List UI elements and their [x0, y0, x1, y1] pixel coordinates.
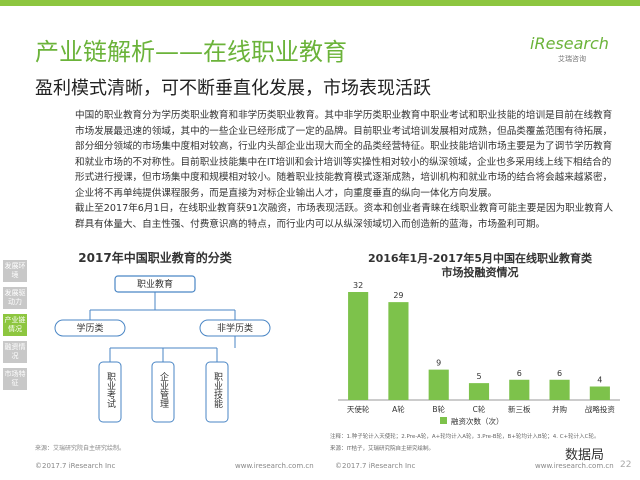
x-tick-label: B轮 — [432, 404, 445, 414]
logo-sub: 艾瑞咨询 — [558, 55, 586, 63]
bar — [589, 386, 610, 400]
chart: 2016年1月-2017年5月中国在线职业教育类 市场投融资情况 注释：1.种子… — [330, 251, 620, 452]
x-tick-label: 并购 — [552, 404, 567, 414]
value-label: 29 — [393, 291, 403, 300]
bar — [509, 379, 530, 400]
node: 非学历类 — [217, 322, 253, 334]
x-tick-label: 天使轮 — [347, 404, 370, 414]
copyright: ©2017.7 iResearch Inc — [335, 462, 416, 470]
value-label: 6 — [517, 369, 522, 378]
bar — [549, 379, 570, 400]
bar — [428, 369, 449, 400]
top-bar — [0, 0, 640, 6]
x-tick-label: C轮 — [473, 404, 486, 414]
value-label: 6 — [557, 369, 562, 378]
side-tab[interactable]: 产业链情况 — [3, 314, 27, 336]
side-tab[interactable]: 发展驱动力 — [3, 287, 27, 309]
node: 职业考试 — [105, 372, 116, 408]
side-tab[interactable]: 市场特征 — [3, 368, 27, 390]
diagram-title: 2017年中国职业教育的分类 — [78, 250, 232, 265]
bar — [348, 292, 369, 400]
copyright: ©2017.7 iResearch Inc — [35, 462, 116, 470]
page-number: 22 — [620, 460, 632, 470]
value-label: 4 — [597, 376, 602, 385]
url: www.iresearch.com.cn — [535, 462, 614, 470]
chart-title: 市场投融资情况 — [442, 265, 519, 279]
node: 职业技能 — [212, 372, 223, 409]
x-tick-label: A轮 — [392, 404, 405, 414]
bar — [388, 302, 409, 400]
paragraph: 截止至2017年6月1日，在线职业教育获91次融资，市场表现活跃。资本和创业者青… — [75, 203, 614, 230]
chart-title: 2016年1月-2017年5月中国在线职业教育类 — [368, 251, 593, 265]
watermark: 数据局 — [565, 448, 605, 463]
node: 学历类 — [76, 322, 103, 334]
note: 注释：1.种子轮计入天使轮；2.Pre-A轮，A+轮均计入A轮，3.Pre-B轮… — [330, 432, 600, 440]
paragraph: 中国的职业教育分为学历类职业教育和非学历类职业教育。其中非学历类职业教育中职业考… — [75, 110, 613, 199]
node: 职业教育 — [137, 278, 173, 290]
body-text: 中国的职业教育分为学历类职业教育和非学历类职业教育。其中非学历类职业教育中职业考… — [75, 108, 615, 232]
source: 来源：IT桔子，艾瑞研究院自主研究绘制。 — [330, 444, 434, 452]
legend-swatch — [440, 417, 447, 424]
source: 来源：艾瑞研究院自主研究绘制。 — [35, 444, 125, 452]
side-tab[interactable]: 融资情况 — [3, 341, 27, 363]
url: www.iresearch.com.cn — [235, 462, 314, 470]
node: 企业管理 — [158, 371, 169, 408]
value-label: 5 — [476, 372, 481, 381]
value-label: 32 — [353, 281, 363, 290]
title: 产业链解析——在线职业教育 — [35, 38, 347, 66]
bar — [468, 383, 490, 400]
value-label: 9 — [436, 359, 441, 368]
side-tab[interactable]: 发展环境 — [3, 260, 27, 282]
legend-label: 融资次数（次） — [451, 416, 504, 426]
diagram: 2017年中国职业教育的分类 职业教育 学历类 非学历类 职业考试 企业管理 职… — [35, 250, 271, 452]
x-tick-label: 战略投资 — [585, 404, 615, 414]
subtitle: 盈利模式清晰，可不断垂直化发展，市场表现活跃 — [35, 78, 431, 99]
logo: iResearch — [530, 34, 609, 53]
x-tick-label: 新三板 — [508, 404, 531, 414]
